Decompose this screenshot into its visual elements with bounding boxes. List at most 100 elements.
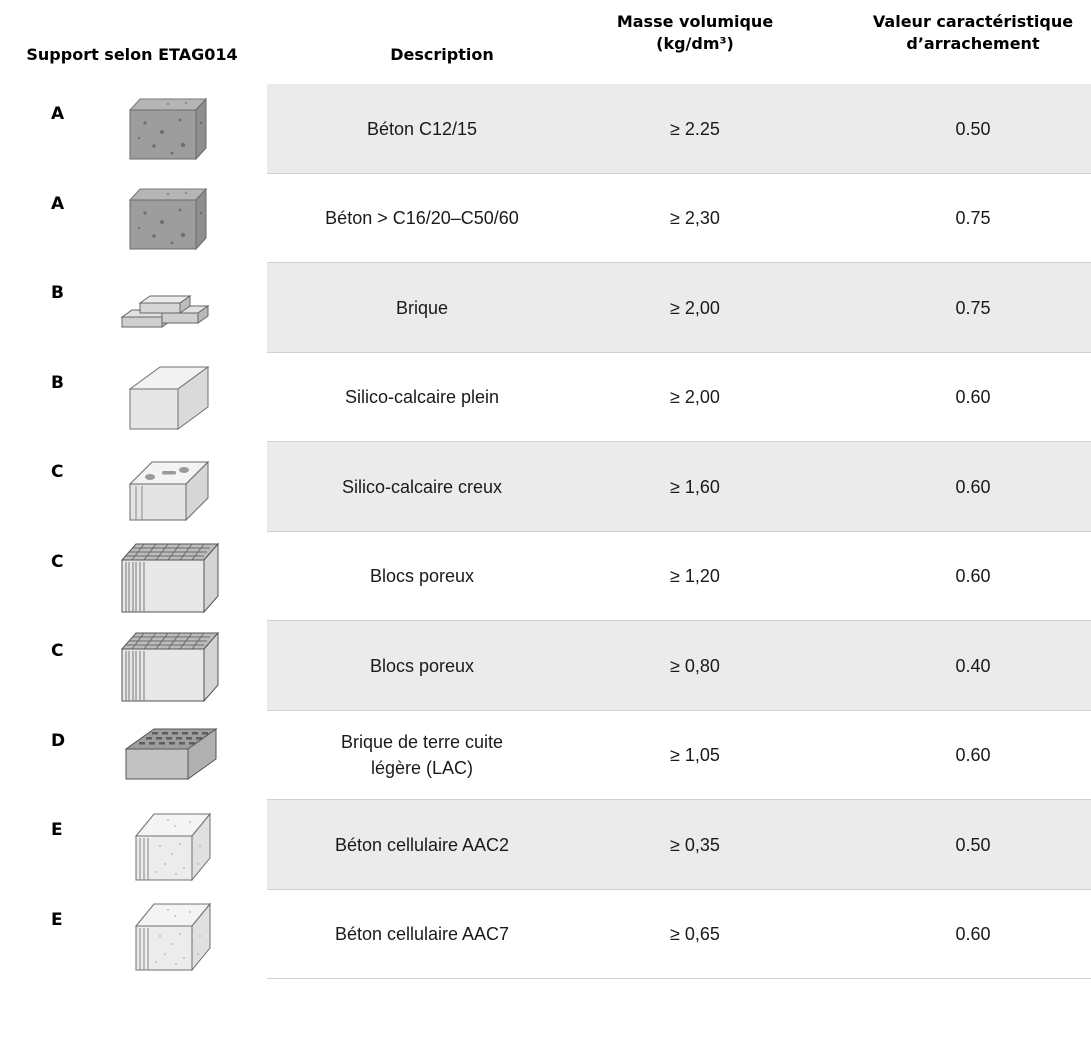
support-class: B bbox=[51, 372, 64, 393]
masse-volumique-cell-text: ≥ 1,60 bbox=[670, 476, 720, 497]
header-valeur-caracteristique: Valeur caractéristique d’arrachement bbox=[855, 11, 1091, 55]
masse-volumique-cell: ≥ 1,05 bbox=[590, 711, 800, 801]
row-divider bbox=[267, 620, 1091, 621]
masse-volumique-cell: ≥ 2,30 bbox=[590, 174, 800, 264]
valeur-arrachement-cell: 0.40 bbox=[855, 621, 1091, 711]
table-row: E Béton cellulaire AAC2 ≥ 0,35 0.50 bbox=[0, 800, 1091, 890]
description-cell-text: Blocs poreux bbox=[369, 655, 475, 676]
perforated-clay-brick-icon bbox=[110, 717, 220, 793]
brick-stack-icon bbox=[110, 269, 220, 345]
table-row: A Béton > C16/20–C50/60 ≥ 2,30 0.75 bbox=[0, 174, 1091, 264]
description-cell: Béton > C16/20–C50/60 bbox=[267, 174, 577, 264]
masse-volumique-cell-text: ≥ 2,00 bbox=[670, 297, 720, 318]
valeur-arrachement-cell-text: 0.50 bbox=[955, 118, 991, 139]
description-cell-text: Brique de terre cuite légère (LAC) bbox=[340, 732, 504, 779]
table-row: B Brique ≥ 2,00 0.75 bbox=[0, 263, 1091, 353]
valeur-arrachement-cell: 0.60 bbox=[855, 353, 1091, 443]
masse-volumique-cell-text: ≥ 1,20 bbox=[670, 566, 720, 587]
masse-volumique-cell-text: ≥ 1,05 bbox=[670, 745, 720, 766]
row-divider bbox=[267, 172, 1091, 174]
valeur-arrachement-cell: 0.60 bbox=[855, 442, 1091, 532]
support-class: A bbox=[51, 193, 65, 214]
masse-volumique-cell: ≥ 1,60 bbox=[590, 442, 800, 532]
valeur-arrachement-cell: 0.60 bbox=[855, 532, 1091, 622]
masse-volumique-cell-text: ≥ 2,00 bbox=[670, 387, 720, 408]
description-cell: Brique de terre cuite légère (LAC) bbox=[267, 711, 577, 801]
header-masse-volumique: Masse volumique (kg/dm³) bbox=[590, 11, 800, 55]
valeur-arrachement-cell-text: 0.75 bbox=[955, 297, 991, 318]
valeur-arrachement-cell: 0.75 bbox=[855, 174, 1091, 264]
row-divider bbox=[267, 441, 1091, 442]
valeur-arrachement-cell-text: 0.50 bbox=[955, 834, 991, 855]
masse-volumique-cell-text: ≥ 0,65 bbox=[670, 924, 720, 945]
row-shading bbox=[267, 621, 1091, 711]
description-cell-text: Silico-calcaire creux bbox=[341, 476, 503, 497]
table-row: C Blocs poreux ≥ 1,20 0.60 bbox=[0, 532, 1091, 622]
masse-volumique-cell: ≥ 2,00 bbox=[590, 263, 800, 353]
valeur-arrachement-cell-text: 0.60 bbox=[955, 387, 991, 408]
masse-volumique-cell: ≥ 2,00 bbox=[590, 353, 800, 443]
row-divider bbox=[267, 351, 1091, 353]
description-cell-text: Brique bbox=[395, 297, 449, 318]
solid-calcium-silicate-block-icon bbox=[110, 359, 220, 435]
row-shading bbox=[267, 442, 1091, 532]
description-cell: Béton C12/15 bbox=[267, 84, 577, 174]
description-cell-text: Béton cellulaire AAC7 bbox=[334, 924, 510, 945]
support-class: A bbox=[51, 104, 65, 124]
row-divider bbox=[267, 799, 1091, 800]
valeur-arrachement-cell: 0.50 bbox=[855, 84, 1091, 174]
support-class: B bbox=[51, 283, 64, 303]
valeur-arrachement-cell-text: 0.60 bbox=[955, 745, 991, 766]
description-cell: Blocs poreux bbox=[267, 621, 577, 711]
row-divider bbox=[267, 978, 1091, 979]
row-divider bbox=[267, 888, 1091, 890]
description-cell-text: Béton C12/15 bbox=[366, 118, 478, 139]
aerated-concrete-block-icon bbox=[110, 806, 220, 882]
table-header: Support selon ETAG014 Description Masse … bbox=[0, 0, 1091, 84]
description-cell: Silico-calcaire creux bbox=[267, 442, 577, 532]
masse-volumique-cell-text: ≥ 2,30 bbox=[670, 208, 720, 229]
support-class: C bbox=[51, 641, 64, 661]
concrete-block-icon bbox=[110, 90, 220, 166]
header-description: Description bbox=[390, 45, 494, 64]
masse-volumique-cell: ≥ 0,65 bbox=[590, 890, 800, 980]
header-valeur-line2: d’arrachement bbox=[906, 34, 1040, 53]
row-divider bbox=[267, 709, 1091, 711]
support-class: D bbox=[51, 730, 66, 751]
row-shading bbox=[267, 800, 1091, 890]
masse-volumique-cell-text: ≥ 0,80 bbox=[670, 655, 720, 676]
support-class: C bbox=[51, 551, 64, 572]
header-support: Support selon ETAG014 bbox=[26, 45, 238, 64]
description-cell: Béton cellulaire AAC7 bbox=[267, 890, 577, 980]
row-divider bbox=[267, 262, 1091, 263]
masse-volumique-cell: ≥ 0,80 bbox=[590, 621, 800, 711]
support-class: E bbox=[51, 820, 63, 840]
valeur-arrachement-cell-text: 0.40 bbox=[955, 655, 991, 676]
header-masse-line1: Masse volumique bbox=[616, 12, 774, 31]
table-row: E Béton cellulaire AAC7 ≥ 0,65 0.60 bbox=[0, 890, 1091, 980]
support-class: C bbox=[51, 462, 64, 482]
valeur-arrachement-cell-text: 0.60 bbox=[955, 924, 991, 945]
valeur-arrachement-cell-text: 0.60 bbox=[955, 476, 991, 497]
concrete-block-icon bbox=[110, 180, 220, 256]
table-row: D Brique de terre cuite légère (LAC) ≥ 1,… bbox=[0, 711, 1091, 801]
porous-block-icon bbox=[110, 538, 220, 614]
hollow-calcium-silicate-block-icon bbox=[110, 448, 220, 524]
description-cell: Béton cellulaire AAC2 bbox=[267, 800, 577, 890]
masse-volumique-cell-text: ≥ 2.25 bbox=[670, 118, 720, 139]
masse-volumique-cell: ≥ 0,35 bbox=[590, 800, 800, 890]
masse-volumique-cell: ≥ 1,20 bbox=[590, 532, 800, 622]
description-cell: Silico-calcaire plein bbox=[267, 353, 577, 443]
table-row: B Silico-calcaire plein ≥ 2,00 0.60 bbox=[0, 353, 1091, 443]
table-row: C Silico-calcaire creux ≥ 1,60 0.60 bbox=[0, 442, 1091, 532]
description-cell-text: Silico-calcaire plein bbox=[344, 387, 500, 408]
porous-block-icon bbox=[110, 627, 220, 703]
description-cell-text: Béton cellulaire AAC2 bbox=[334, 834, 510, 855]
description-cell: Blocs poreux bbox=[267, 532, 577, 622]
table-row: A Béton C12/15 ≥ 2.25 0.50 bbox=[0, 84, 1091, 174]
description-cell-text: Blocs poreux bbox=[369, 566, 475, 587]
masse-volumique-cell-text: ≥ 0,35 bbox=[670, 834, 720, 855]
row-shading bbox=[267, 84, 1091, 174]
valeur-arrachement-cell: 0.60 bbox=[855, 711, 1091, 801]
aerated-concrete-block-icon bbox=[110, 896, 220, 972]
